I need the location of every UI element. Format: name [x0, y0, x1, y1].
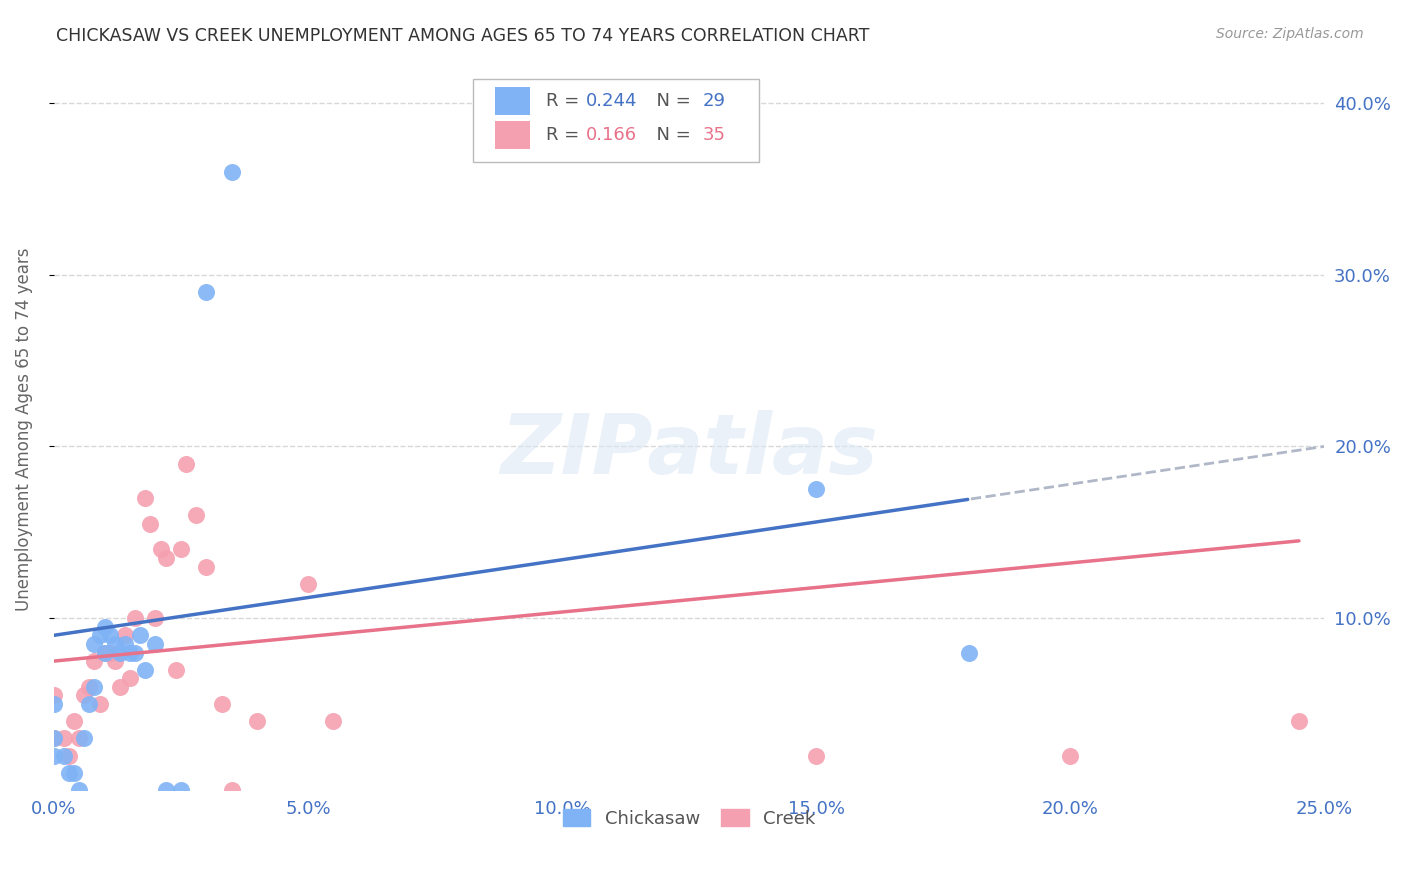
Text: R =: R = [546, 92, 585, 110]
Point [89, 628, 111, 642]
Point [124, 646, 146, 660]
Point [108, 646, 131, 660]
Bar [495, 87, 530, 115]
Point [211, 697, 233, 711]
Bar [495, 121, 530, 149]
Point [73, 689, 96, 703]
Text: 0.244: 0.244 [586, 92, 638, 110]
Point [104, 637, 127, 651]
Text: N =: N = [644, 126, 696, 145]
Text: ZIPatlas: ZIPatlas [501, 410, 879, 491]
Point [93, 646, 115, 660]
Point [186, 508, 208, 522]
Legend: Chickasaw, Creek: Chickasaw, Creek [555, 802, 823, 835]
Point [42, 748, 65, 763]
FancyBboxPatch shape [474, 79, 759, 162]
Point [165, 663, 187, 677]
Point [114, 628, 136, 642]
Point [93, 620, 115, 634]
Point [79, 697, 101, 711]
Text: Source: ZipAtlas.com: Source: ZipAtlas.com [1216, 27, 1364, 41]
Point [221, 783, 243, 797]
Point [174, 457, 197, 471]
Point [89, 697, 111, 711]
Point [1288, 714, 1310, 729]
Point [170, 783, 193, 797]
Point [53, 748, 76, 763]
Point [246, 714, 269, 729]
Point [120, 671, 142, 685]
Text: 35: 35 [703, 126, 725, 145]
Point [93, 646, 115, 660]
Point [42, 731, 65, 746]
Point [108, 680, 131, 694]
Point [63, 714, 86, 729]
Point [63, 765, 86, 780]
Point [129, 628, 152, 642]
Point [195, 559, 218, 574]
Text: 0.166: 0.166 [586, 126, 637, 145]
Point [83, 637, 105, 651]
Point [83, 654, 105, 668]
Point [98, 646, 121, 660]
Text: R =: R = [546, 126, 585, 145]
Point [53, 731, 76, 746]
Point [104, 654, 127, 668]
Point [134, 491, 156, 505]
Point [139, 516, 162, 531]
Point [67, 731, 90, 746]
Point [79, 680, 101, 694]
Point [98, 628, 121, 642]
Point [58, 748, 80, 763]
Point [42, 697, 65, 711]
Point [134, 663, 156, 677]
Point [73, 731, 96, 746]
Point [120, 646, 142, 660]
Point [804, 748, 827, 763]
Text: CHICKASAW VS CREEK UNEMPLOYMENT AMONG AGES 65 TO 74 YEARS CORRELATION CHART: CHICKASAW VS CREEK UNEMPLOYMENT AMONG AG… [56, 27, 870, 45]
Text: N =: N = [644, 92, 696, 110]
Point [42, 731, 65, 746]
Point [804, 483, 827, 497]
Text: 29: 29 [703, 92, 725, 110]
Point [957, 646, 980, 660]
Point [195, 285, 218, 299]
Point [124, 611, 146, 625]
Point [114, 637, 136, 651]
Point [145, 637, 167, 651]
Point [1059, 748, 1081, 763]
Point [221, 164, 243, 178]
Point [322, 714, 344, 729]
Point [67, 783, 90, 797]
Point [297, 576, 319, 591]
Point [145, 611, 167, 625]
Point [83, 680, 105, 694]
Point [42, 689, 65, 703]
Y-axis label: Unemployment Among Ages 65 to 74 years: Unemployment Among Ages 65 to 74 years [15, 247, 32, 611]
Point [170, 542, 193, 557]
Point [149, 542, 172, 557]
Point [155, 783, 177, 797]
Point [155, 551, 177, 566]
Point [58, 765, 80, 780]
